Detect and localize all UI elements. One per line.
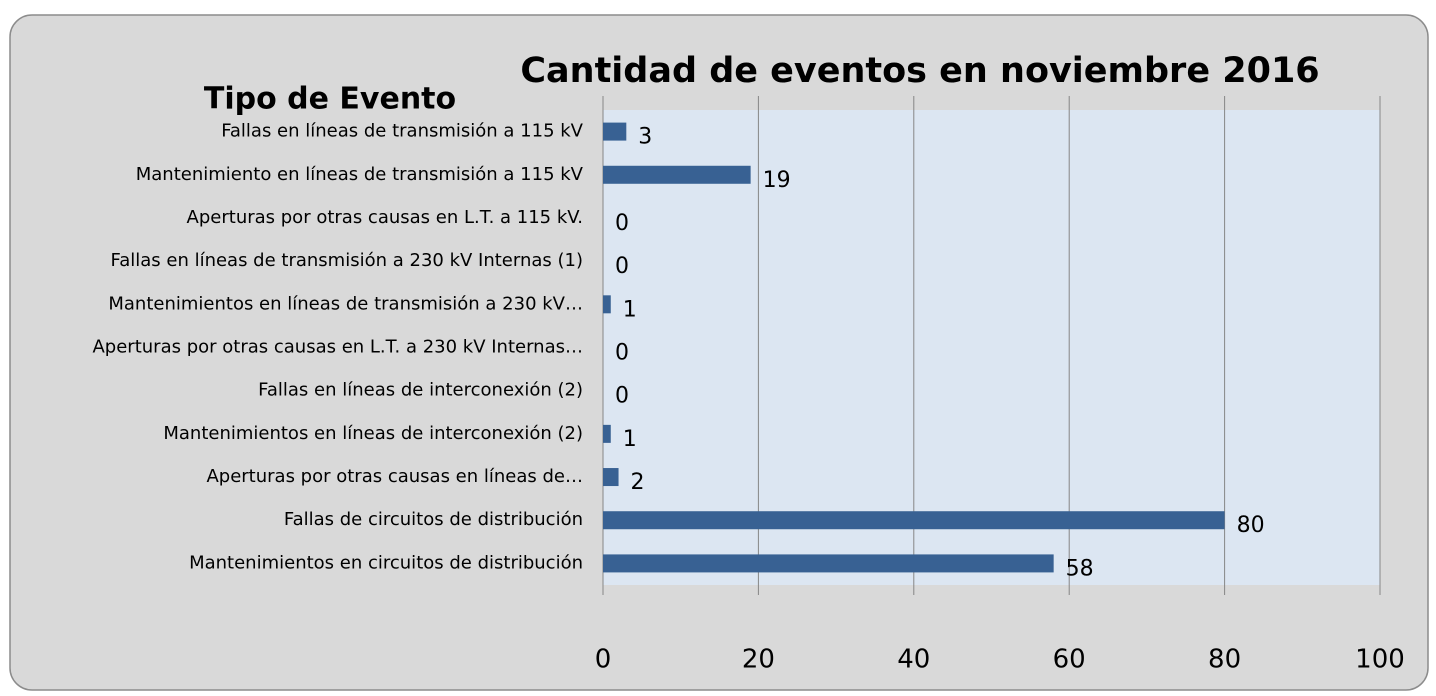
y-tick-label: Fallas en líneas de transmisión a 115 kV xyxy=(221,121,583,142)
value-label: 0 xyxy=(615,341,629,366)
y-tick-label: Fallas en líneas de transmisión a 230 kV… xyxy=(111,250,584,271)
x-tick-label: 40 xyxy=(897,645,930,675)
value-label: 1 xyxy=(623,427,637,452)
value-label: 0 xyxy=(615,211,629,236)
value-label: 3 xyxy=(638,125,652,150)
value-label: 0 xyxy=(615,384,629,409)
bar xyxy=(603,295,611,314)
y-tick-label: Mantenimiento en líneas de transmisión a… xyxy=(136,164,584,185)
plot-area xyxy=(603,110,1380,585)
value-label: 58 xyxy=(1066,556,1094,581)
y-tick-label: Aperturas por otras causas en líneas de… xyxy=(206,466,583,487)
y-tick-label: Aperturas por otras causas en L.T. a 115… xyxy=(187,207,583,228)
x-tick-label: 60 xyxy=(1053,645,1086,675)
x-tick-label: 100 xyxy=(1355,645,1405,675)
value-label: 80 xyxy=(1237,513,1265,538)
y-tick-label: Mantenimientos en circuitos de distribuc… xyxy=(189,552,583,573)
bar xyxy=(603,511,1225,530)
x-tick-label: 80 xyxy=(1208,645,1241,675)
y-tick-label: Fallas de circuitos de distribución xyxy=(284,509,583,530)
bar xyxy=(603,424,611,443)
y-tick-label: Mantenimientos en líneas de interconexió… xyxy=(163,423,583,444)
x-tick-label: 0 xyxy=(595,645,612,675)
x-tick-label: 20 xyxy=(742,645,775,675)
value-label: 19 xyxy=(763,168,791,193)
y-tick-label: Fallas en líneas de interconexión (2) xyxy=(258,380,583,401)
y-axis-label: Tipo de Evento xyxy=(204,82,456,117)
bar xyxy=(603,122,627,141)
value-label: 1 xyxy=(623,297,637,322)
bar xyxy=(603,165,751,184)
value-label: 2 xyxy=(631,470,645,495)
bar xyxy=(603,468,619,487)
chart-title: Cantidad de eventos en noviembre 2016 xyxy=(520,51,1319,91)
y-tick-label: Aperturas por otras causas en L.T. a 230… xyxy=(92,337,583,358)
bar xyxy=(603,554,1054,573)
y-tick-label: Mantenimientos en líneas de transmisión … xyxy=(108,293,583,314)
value-label: 0 xyxy=(615,254,629,279)
